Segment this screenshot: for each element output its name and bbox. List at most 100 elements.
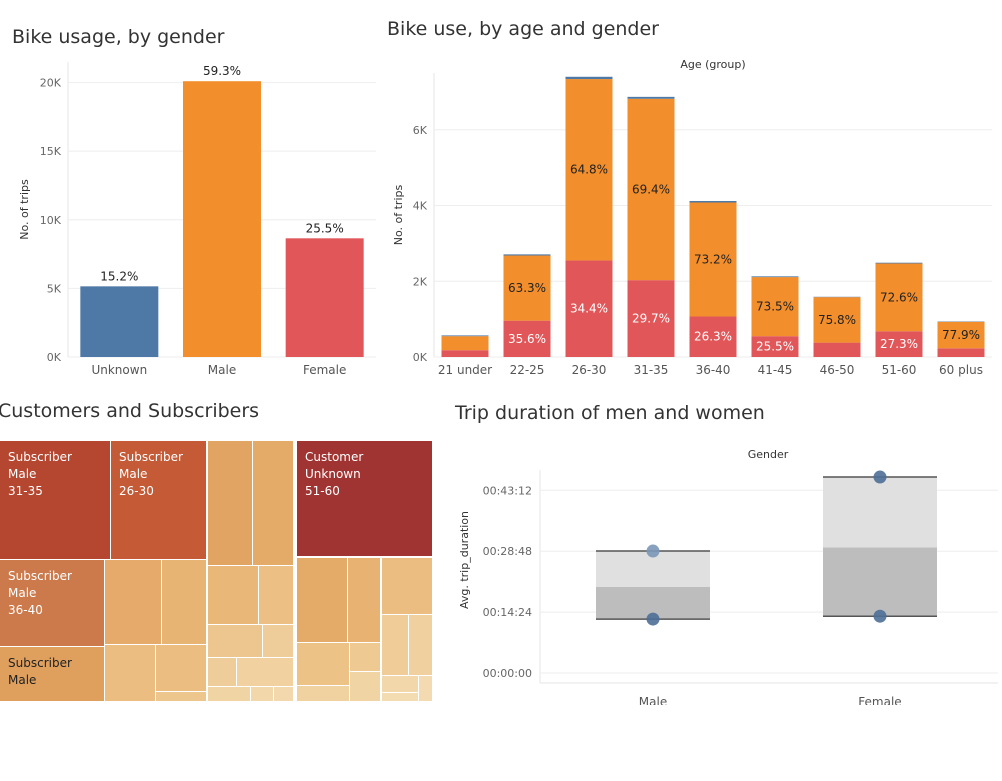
treemap-cell-labeled: Subscriber Male 36-40 — [0, 560, 104, 646]
x-tick-label: Unknown — [91, 363, 147, 377]
treemap-cell-labeled: Subscriber Male — [0, 647, 104, 701]
stacked-bar-segment — [751, 336, 799, 357]
treemap-cell — [274, 687, 293, 701]
data-label: 15.2% — [100, 269, 138, 283]
treemap-label-line: Male — [119, 467, 148, 481]
stacked-bar-segment — [441, 336, 489, 351]
y-tick-label: 2K — [413, 275, 428, 288]
treemap-label-line: Subscriber — [8, 656, 72, 670]
stacked-bar-segment — [751, 276, 799, 278]
stacked-bar-segment — [503, 255, 551, 321]
treemap-cell — [419, 676, 432, 701]
x-tick-label: 21 under — [438, 363, 492, 377]
treemap-cell — [105, 645, 155, 701]
gender-usage-chart: 0K 5K 10K 15K 20K No. of trips 15.2% Unknown 59.… — [18, 62, 376, 377]
y-tick-label: 15K — [40, 145, 62, 158]
segment-label: 69.4% — [632, 182, 670, 196]
stacked-bar-segment — [751, 277, 799, 337]
treemap-cell-labeled: Subscriber Male 31-35 — [0, 441, 110, 559]
segment-label: 73.5% — [756, 300, 794, 314]
segment-label: 27.3% — [880, 337, 918, 351]
bar — [80, 286, 159, 357]
segment-label: 75.8% — [818, 313, 856, 327]
y-tick-label: 00:14:24 — [483, 606, 532, 619]
y-tick-label: 00:43:12 — [483, 484, 532, 497]
treemap-label-line: Male — [8, 586, 37, 600]
treemap-label-line: 36-40 — [8, 603, 43, 617]
gender-usage-panel: Bike usage, by gender 0K 5K 10K 15K 20K No. o… — [0, 0, 380, 395]
treemap-label-line: 51-60 — [305, 484, 340, 498]
treemap-cell-label: Subscriber Male 31-35 — [8, 449, 72, 500]
y-tick-label: 00:28:48 — [483, 545, 532, 558]
stacked-bar-segment — [875, 331, 923, 357]
treemap-label-line: Male — [8, 673, 37, 687]
x-tick-label: Male — [639, 695, 667, 705]
treemap-label-line: Subscriber — [8, 569, 72, 583]
stacked-bar-segment — [689, 200, 737, 203]
bar — [183, 81, 261, 358]
data-point — [646, 544, 660, 558]
age-gender-panel: Bike use, by age and gender Age (group) 0… — [380, 0, 1002, 395]
treemap-cell-labeled: Subscriber Male 26-30 — [111, 441, 206, 559]
segment-label: 64.8% — [570, 163, 608, 177]
treemap-cell — [208, 441, 252, 565]
x-tick-label: Male — [208, 363, 236, 377]
segment-label: 72.6% — [880, 290, 918, 304]
x-tick-label: 22-25 — [510, 363, 545, 377]
y-tick-label: 0K — [47, 351, 62, 364]
y-axis-label: No. of trips — [392, 185, 405, 246]
trip-duration-chart: Gender 00:00:00 00:14:24 00:28:48 00:43:12 Av… — [458, 448, 998, 705]
x-tick-label: Female — [858, 695, 901, 705]
stacked-bar-segment — [627, 280, 675, 357]
data-label: 59.3% — [203, 64, 241, 78]
segment-label: 26.3% — [694, 330, 732, 344]
treemap-cell — [382, 676, 418, 692]
stacked-bar-segment — [875, 263, 923, 332]
treemap-label-line: 26-30 — [119, 484, 154, 498]
stacked-bar-segment — [503, 320, 551, 357]
x-tick-label: 51-60 — [882, 363, 917, 377]
stacked-bar-segment — [937, 321, 985, 349]
stacked-bar-segment — [503, 254, 551, 256]
segment-label: 34.4% — [570, 302, 608, 316]
treemap-label-line: Unknown — [305, 467, 361, 481]
stacked-bar-segment — [565, 76, 613, 80]
segment-label: 77.9% — [942, 328, 980, 342]
treemap-cell — [105, 560, 161, 644]
treemap-cell — [382, 693, 418, 701]
y-tick-label: 00:00:00 — [483, 667, 532, 680]
treemap-cell-label: Subscriber Male — [8, 655, 72, 689]
treemap-cell — [348, 558, 380, 642]
treemap-cell — [208, 566, 258, 624]
duration-title: Trip duration of men and women — [455, 402, 765, 424]
column-header: Gender — [748, 448, 789, 461]
stacked-bar-segment — [813, 297, 861, 343]
x-tick-label: 41-45 — [758, 363, 793, 377]
y-tick-label: 20K — [40, 77, 62, 90]
x-tick-label: 26-30 — [572, 363, 607, 377]
box-upper — [823, 477, 937, 548]
y-axis-label: No. of trips — [18, 179, 31, 240]
x-tick-label: 31-35 — [634, 363, 669, 377]
y-tick-label: 6K — [413, 124, 428, 137]
segment-label: 73.2% — [694, 252, 732, 266]
stacked-bar-segment — [441, 350, 489, 357]
gender-usage-title: Bike usage, by gender — [12, 26, 225, 48]
age-gender-chart: Age (group) 0K 2K 4K 6K No. of trips 21 under 3… — [392, 58, 992, 377]
stacked-bar-segment — [565, 79, 613, 261]
treemap-cell-label: Customer Unknown 51-60 — [305, 449, 363, 500]
treemap-label-line: Male — [8, 467, 37, 481]
y-tick-label: 4K — [413, 200, 428, 213]
stacked-bar-segment — [689, 316, 737, 357]
stacked-bar-segment — [441, 335, 489, 337]
treemap-label-line: 31-35 — [8, 484, 43, 498]
treemap-cell — [208, 625, 262, 657]
segment-label: 35.6% — [508, 332, 546, 346]
y-tick-label: 0K — [413, 351, 428, 364]
treemap-cell — [350, 643, 380, 671]
y-axis-label: Avg. trip_duration — [458, 511, 471, 609]
segment-label: 25.5% — [756, 340, 794, 354]
x-tick-label: 60 plus — [939, 363, 983, 377]
customers-panel: Customers and Subscribers Subscriber Male… — [0, 395, 440, 705]
treemap-cell-labeled: Customer Unknown 51-60 — [297, 441, 432, 556]
